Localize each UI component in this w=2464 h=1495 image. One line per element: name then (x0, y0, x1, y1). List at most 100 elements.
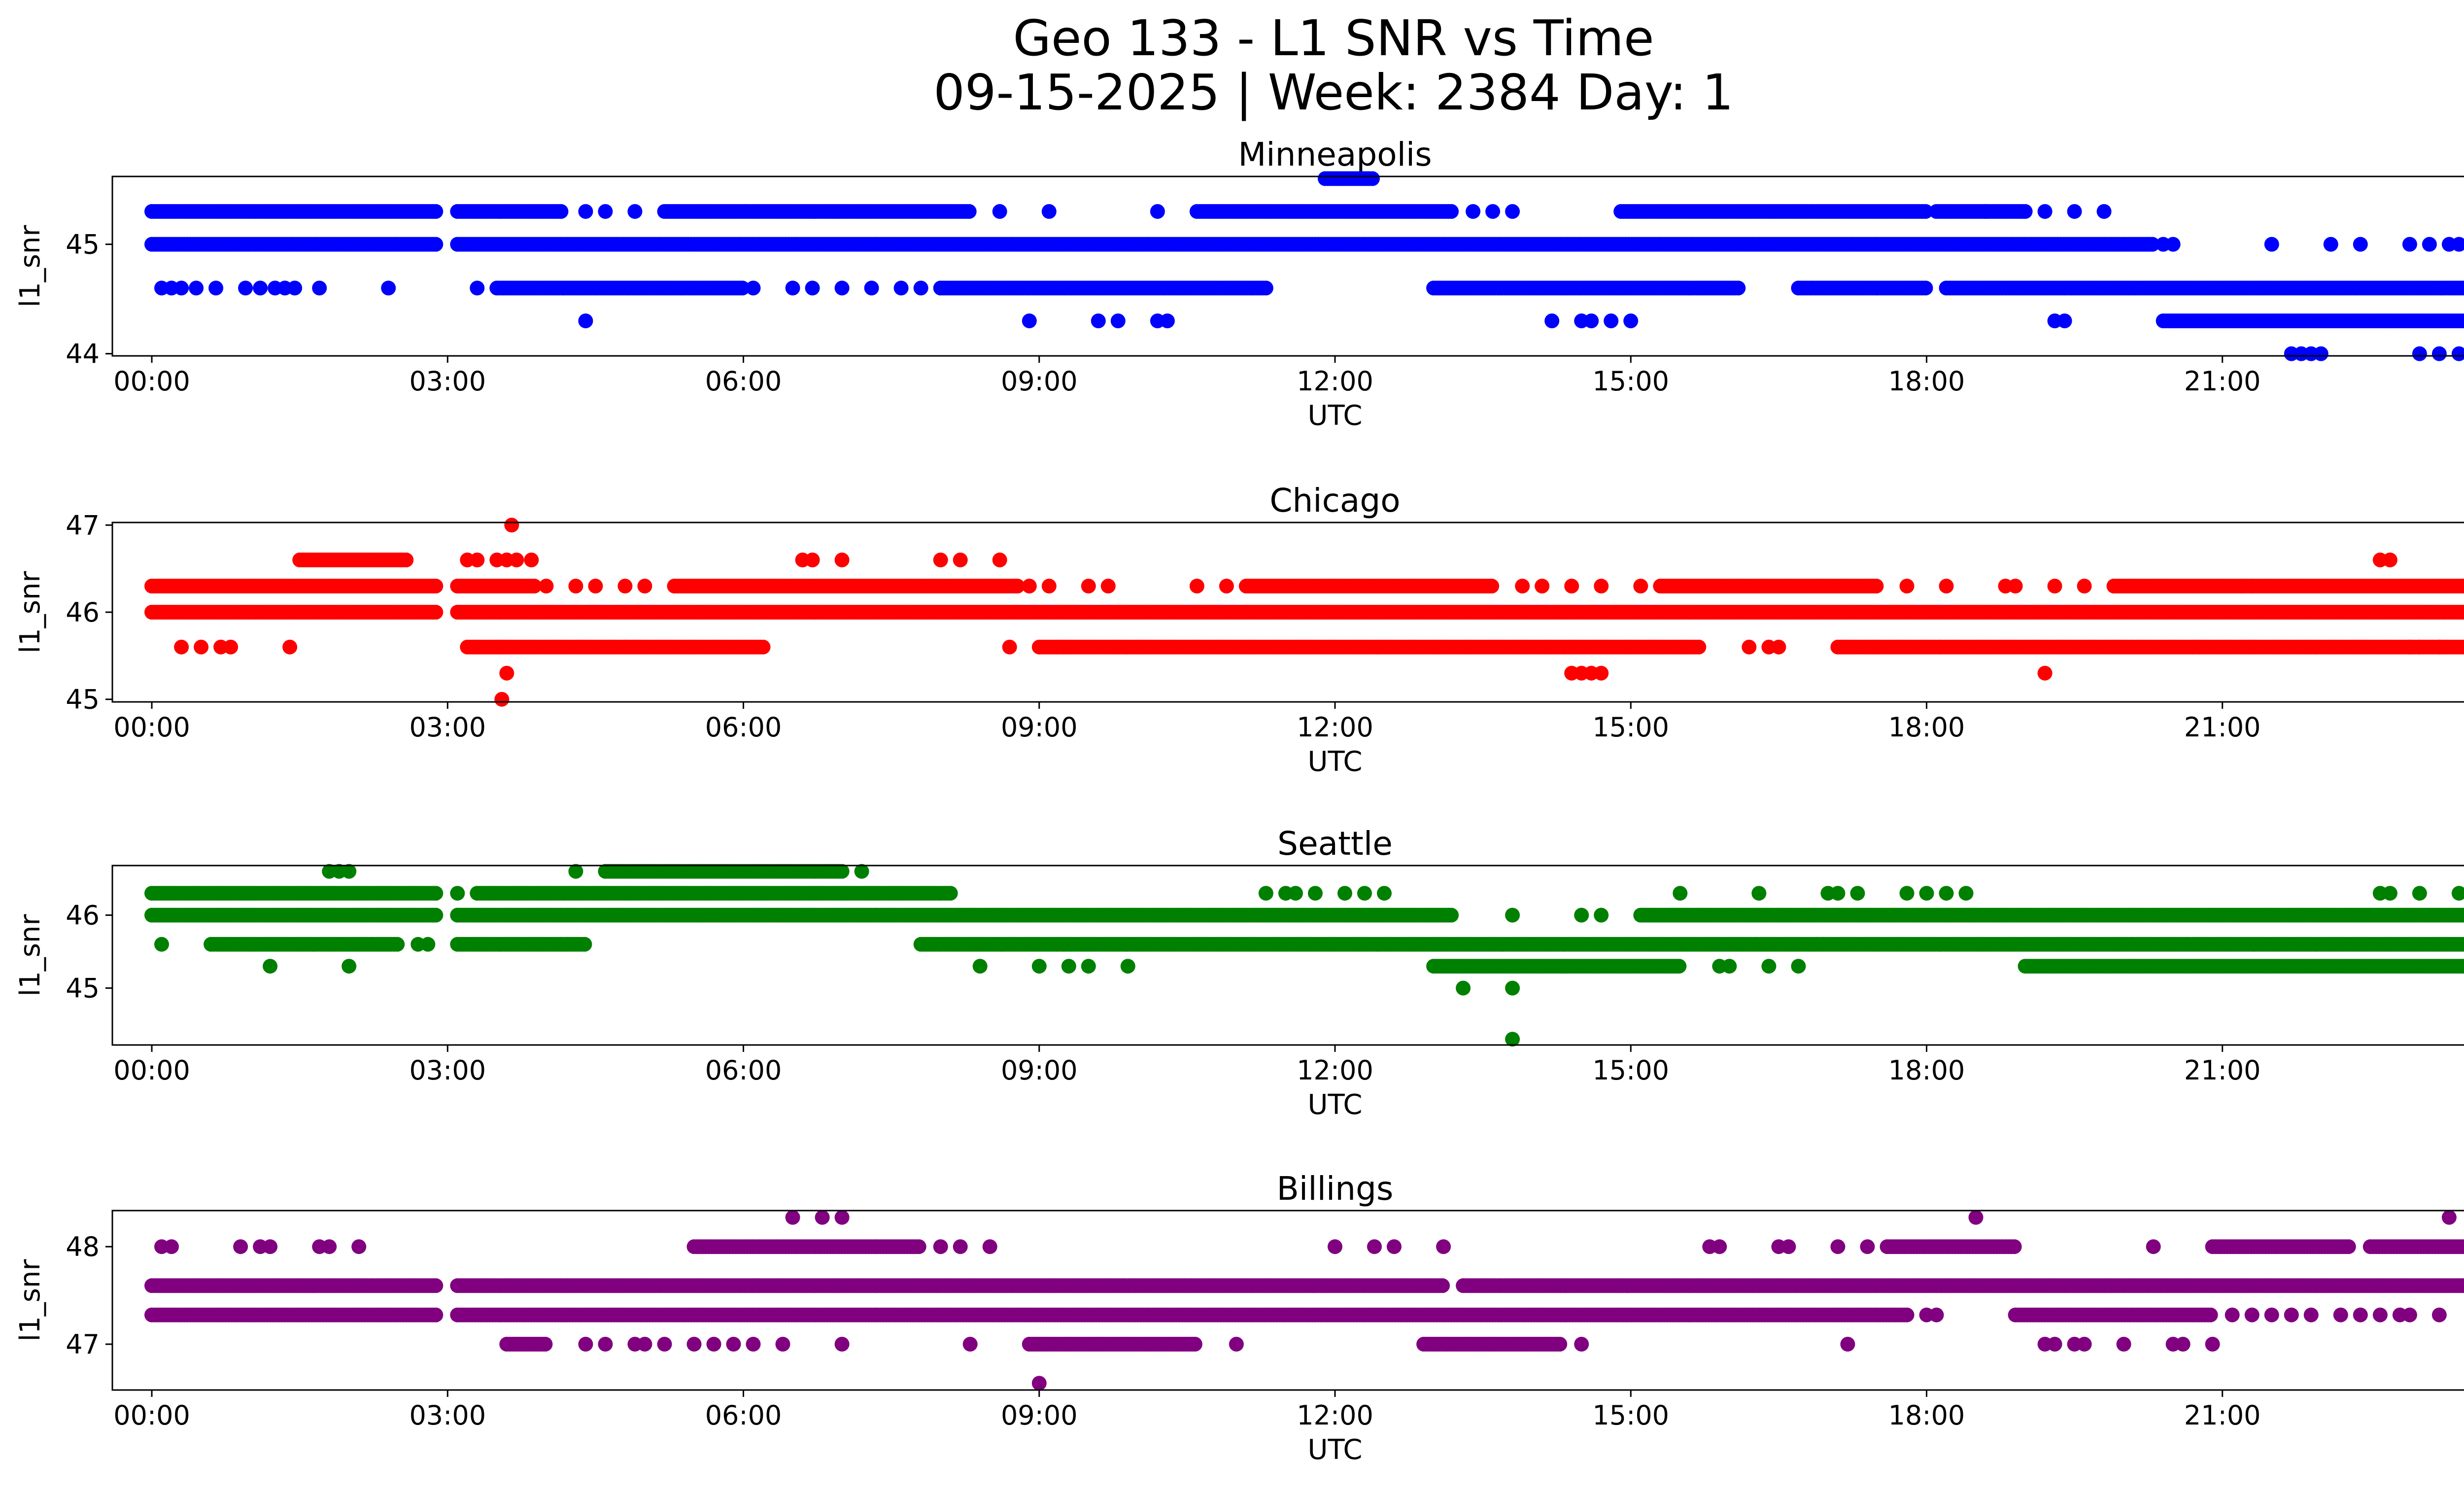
data-point (1365, 171, 1380, 186)
subplot-title: Seattle (1277, 825, 1393, 863)
data-point (617, 579, 633, 593)
data-point (961, 204, 977, 219)
y-axis-label: l1_snr (14, 225, 46, 308)
data-point (992, 204, 1007, 219)
data-point (864, 280, 879, 296)
data-point (2412, 346, 2427, 361)
data-point (2402, 237, 2417, 252)
data-point (174, 280, 189, 296)
data-point (1515, 579, 1530, 593)
data-point (1091, 313, 1106, 328)
data-point (1939, 579, 1954, 593)
x-tick-label: 12:00 (1297, 712, 1373, 743)
data-point (1444, 907, 1459, 923)
data-point (1022, 313, 1037, 328)
data-point (1466, 204, 1481, 219)
x-tick-label: 09:00 (1001, 366, 1078, 397)
data-point (2096, 204, 2112, 219)
data-point (1633, 579, 1648, 593)
data-point (428, 605, 444, 620)
subplot-title: Minneapolis (1238, 136, 1432, 174)
data-point (1444, 204, 1459, 219)
data-point (2264, 237, 2279, 252)
x-tick-label: 15:00 (1592, 712, 1669, 743)
data-point (1604, 313, 1619, 328)
data-point (1219, 579, 1234, 593)
scatter-series (144, 864, 2464, 1047)
data-point (2037, 204, 2053, 219)
y-tick-label: 45 (66, 684, 100, 715)
data-point (933, 553, 948, 567)
data-point (2353, 237, 2368, 252)
data-point (428, 886, 444, 901)
data-point (1258, 280, 1273, 296)
data-point (805, 280, 820, 296)
data-point (1771, 639, 1786, 655)
data-point (1110, 313, 1126, 328)
data-point (578, 313, 593, 328)
y-tick-label: 44 (66, 339, 100, 370)
data-point (1484, 579, 1500, 593)
data-point (1002, 639, 1017, 655)
figure-title-line1: Geo 133 - L1 SNR vs Time (1013, 9, 1654, 67)
data-point (2145, 237, 2160, 252)
data-point (428, 579, 444, 593)
data-point (2313, 346, 2328, 361)
data-point (390, 937, 405, 952)
data-point (494, 692, 510, 707)
data-point (735, 280, 750, 296)
data-point (755, 639, 771, 655)
data-point (223, 639, 239, 655)
data-point (805, 553, 820, 567)
data-point (2459, 281, 2464, 295)
x-tick-label: 03:00 (409, 366, 486, 397)
y-axis-label: l1_snr (14, 571, 46, 654)
x-tick-label: 09:00 (1001, 712, 1078, 743)
data-point (1485, 204, 1501, 219)
data-point (2008, 579, 2023, 593)
data-point (834, 280, 850, 296)
data-point (1731, 280, 1746, 296)
data-point (2057, 313, 2072, 328)
data-point (2323, 237, 2338, 252)
x-axis-label: UTC (1307, 400, 1362, 432)
plot-frame (111, 175, 2464, 357)
data-point (1594, 665, 1609, 681)
data-point (1978, 204, 1993, 219)
data-point (1505, 204, 1520, 219)
data-point (1544, 313, 1560, 328)
data-point (2460, 314, 2464, 327)
data-point (238, 280, 253, 296)
x-tick-label: 06:00 (705, 712, 782, 743)
figure-title-line2: 09-15-2025 | Week: 2384 Day: 1 (933, 64, 1733, 121)
scatter-series (144, 518, 2464, 707)
data-point (2451, 237, 2464, 252)
data-point (1584, 313, 1599, 328)
data-point (1022, 579, 1037, 593)
data-point (568, 579, 583, 593)
data-point (588, 579, 603, 593)
data-point (785, 280, 800, 296)
data-point (1869, 579, 1884, 593)
data-point (2422, 237, 2437, 252)
data-point (2047, 579, 2062, 593)
data-point (2461, 606, 2464, 618)
data-point (2451, 346, 2464, 361)
data-point (282, 639, 298, 655)
data-point (509, 553, 524, 567)
data-point (2382, 553, 2397, 567)
data-point (208, 280, 224, 296)
x-tick-label: 18:00 (1888, 366, 1965, 397)
data-point (527, 579, 542, 593)
scatter-series (144, 171, 2464, 361)
y-tick-label: 47 (66, 510, 100, 541)
data-point (2462, 283, 2464, 293)
data-point (470, 553, 485, 567)
data-point (2460, 640, 2464, 654)
data-point (1691, 639, 1707, 655)
x-tick-label: 12:00 (1297, 366, 1373, 397)
x-tick-label: 15:00 (1592, 366, 1669, 397)
